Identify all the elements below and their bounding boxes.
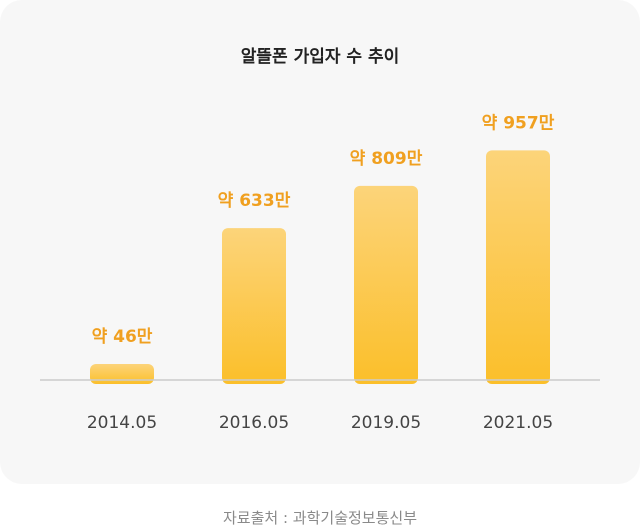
x-tick-label-2021.05: 2021.05: [483, 413, 553, 433]
bar-chart: 약 46만 약 633만 약 809만 약 957만 2014.05 2016.05 20…: [40, 112, 600, 433]
data-label-2016.05: 약 633만: [218, 190, 291, 211]
data-label-2014.05: 약 46만: [92, 326, 153, 347]
x-tick-label-2016.05: 2016.05: [219, 413, 289, 433]
x-tick-label-2014.05: 2014.05: [87, 413, 157, 433]
bar-2014.05: [90, 364, 154, 384]
x-tick-label-2019.05: 2019.05: [351, 413, 421, 433]
chart-title: 알뜰폰 가입자 수 추이: [240, 47, 400, 67]
bar-2021.05: [486, 150, 550, 384]
source-note: 자료출처 : 과학기술정보통신부: [223, 509, 417, 527]
bar-2019.05: [354, 185, 418, 384]
data-label-2021.05: 약 957만: [482, 112, 555, 133]
bar-2016.05: [222, 228, 286, 384]
data-label-2019.05: 약 809만: [350, 148, 423, 169]
